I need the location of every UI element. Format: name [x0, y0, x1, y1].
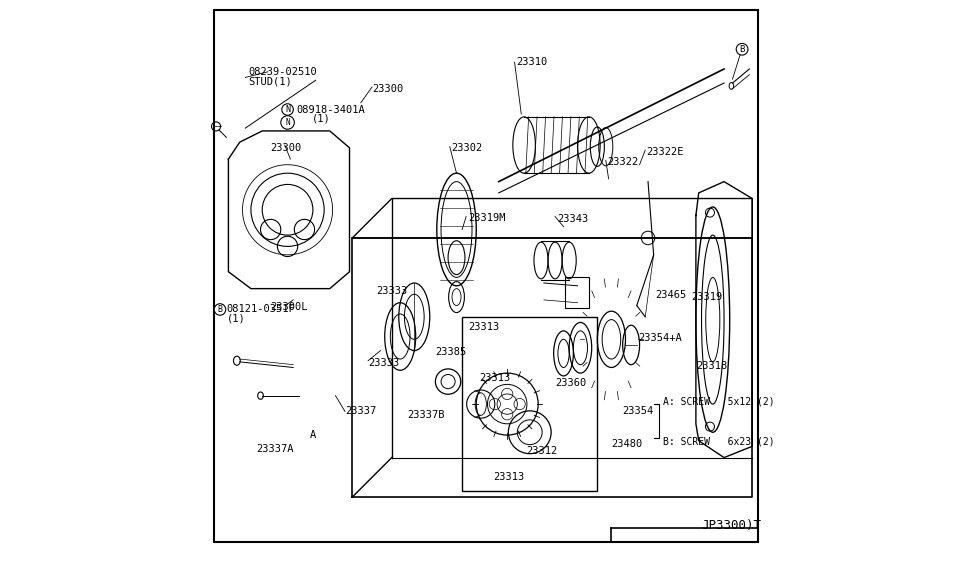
Text: 23337B: 23337B — [408, 410, 445, 421]
Circle shape — [281, 115, 294, 129]
Text: (1): (1) — [312, 114, 331, 123]
Text: 23318: 23318 — [696, 361, 727, 371]
Text: B: B — [739, 45, 745, 54]
Text: 23302: 23302 — [450, 143, 483, 153]
Text: 23313: 23313 — [468, 322, 499, 332]
Text: 23300: 23300 — [372, 84, 404, 94]
Text: 23312: 23312 — [526, 446, 557, 456]
Text: N: N — [285, 105, 290, 114]
Text: 23360: 23360 — [555, 378, 586, 388]
Text: 23322E: 23322E — [646, 147, 683, 157]
Text: 08918-3401A: 08918-3401A — [296, 105, 365, 114]
Text: 23300L: 23300L — [270, 302, 307, 312]
Text: 23480: 23480 — [611, 439, 643, 449]
Text: (1): (1) — [227, 314, 246, 324]
Text: 08121-0351F: 08121-0351F — [227, 305, 295, 315]
Bar — [566, 277, 589, 308]
Text: 23337A: 23337A — [256, 444, 294, 454]
Text: 23300: 23300 — [271, 143, 302, 153]
Text: 23333: 23333 — [369, 358, 400, 368]
Text: JP3300)T: JP3300)T — [702, 518, 761, 531]
Text: 23354+A: 23354+A — [639, 333, 682, 342]
Text: 23385: 23385 — [436, 347, 467, 357]
Text: 23319: 23319 — [691, 292, 722, 302]
Text: 23322: 23322 — [606, 157, 639, 167]
Text: STUD(1): STUD(1) — [248, 76, 292, 87]
Text: 23313: 23313 — [493, 472, 525, 482]
Text: A: A — [310, 430, 316, 440]
Text: 23343: 23343 — [557, 215, 588, 224]
Text: 23465: 23465 — [655, 290, 686, 301]
Text: B: B — [217, 305, 222, 314]
Text: N: N — [286, 118, 290, 127]
Text: 23310: 23310 — [516, 57, 548, 67]
Text: 23333: 23333 — [376, 286, 408, 297]
Text: B: SCREW   6x23 (2): B: SCREW 6x23 (2) — [663, 437, 775, 447]
Bar — [462, 317, 598, 491]
Text: 23319M: 23319M — [468, 213, 505, 223]
Text: 23354: 23354 — [623, 406, 654, 416]
Text: 23337: 23337 — [345, 406, 376, 417]
Text: A: SCREW   5x12 (2): A: SCREW 5x12 (2) — [663, 396, 775, 406]
Text: 08239-02510: 08239-02510 — [248, 67, 317, 77]
Text: 23313: 23313 — [479, 372, 510, 383]
